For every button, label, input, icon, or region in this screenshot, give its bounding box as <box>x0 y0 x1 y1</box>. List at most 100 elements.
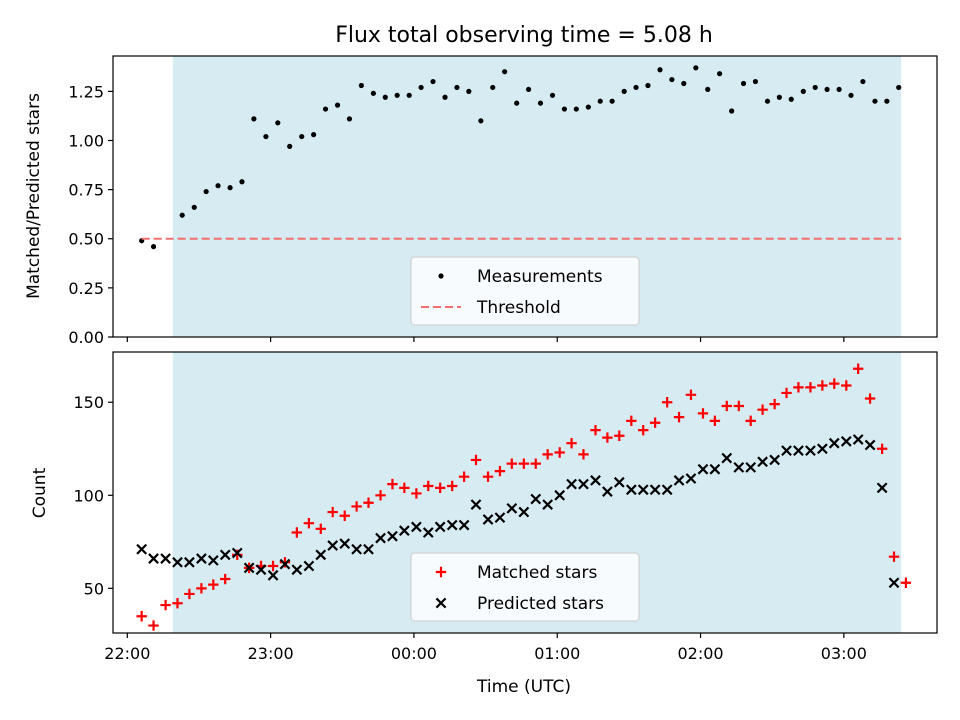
ratio-panel-frame <box>112 55 938 338</box>
matched-stars-point <box>888 551 900 562</box>
matched-stars-point <box>387 478 398 490</box>
measurements-point <box>824 86 830 93</box>
measurements-point <box>848 92 854 98</box>
legend-label-measurements: Measurements <box>477 267 603 287</box>
y-tick-label: 0.75 <box>68 181 104 200</box>
matched-stars-point <box>220 573 231 585</box>
matched-stars-point <box>685 389 697 401</box>
predicted-stars-point <box>160 553 171 564</box>
measurements-point <box>358 82 364 89</box>
predicted-stars-point <box>888 577 900 589</box>
predicted-stars-point <box>709 463 721 475</box>
y-tick-label: 100 <box>73 486 104 505</box>
matched-stars-point <box>638 424 649 436</box>
matched-stars-point <box>900 577 912 588</box>
measurements-point <box>872 98 878 104</box>
measurements-point <box>418 84 424 91</box>
x-tick-label: 00:00 <box>391 644 437 663</box>
measurements-point <box>322 106 329 112</box>
count-panel-x-ticks: 22:00 23:00 00:00 01:00 02:00 03:00 <box>104 633 867 663</box>
predicted-stars-point <box>661 484 673 496</box>
count-panel-y-label: Count <box>30 467 50 518</box>
matched-stars-point <box>375 490 386 501</box>
predicted-stars-point <box>542 499 554 510</box>
measurements-point <box>740 80 747 87</box>
measurements-point <box>203 188 209 195</box>
matched-stars-point <box>148 620 159 631</box>
measurements-point <box>179 212 185 218</box>
predicted-stars-point <box>840 435 852 447</box>
matched-stars-point <box>757 404 768 415</box>
ratio-panel-x-ticks <box>126 337 845 342</box>
predicted-stars-point <box>876 482 888 494</box>
measurements-point <box>299 133 305 140</box>
predicted-stars-point <box>148 553 159 564</box>
measurements-point <box>382 94 388 100</box>
predicted-stars-point <box>315 549 327 561</box>
predicted-stars-point <box>816 443 828 455</box>
measurements-point <box>466 88 472 94</box>
legend-label-matched-stars: Matched stars <box>477 563 597 583</box>
predicted-stars-point <box>196 553 207 564</box>
ratio-panel-legend: Measurements Threshold <box>410 256 640 326</box>
ratio-panel: 0.00 0.25 0.50 0.75 1.00 1.25 Matched/Predict… <box>24 55 938 347</box>
measurements-point <box>788 96 794 102</box>
count-panel-frame <box>112 351 938 634</box>
predicted-stars-point <box>207 555 219 566</box>
predicted-stars-point <box>506 502 518 514</box>
measurements-point <box>215 183 221 189</box>
measurements-point <box>752 78 759 85</box>
measurements-point <box>227 185 233 191</box>
matched-stars-point <box>709 415 721 427</box>
predicted-stars-point <box>781 445 792 457</box>
measurements-point <box>490 84 496 91</box>
measurements-point <box>346 116 353 122</box>
measurements-point <box>311 132 317 138</box>
measurements-point <box>263 133 269 140</box>
predicted-stars-point <box>422 527 434 538</box>
matched-stars-point <box>590 424 601 436</box>
count-panel-y-ticks: 50 100 150 <box>73 393 113 598</box>
matched-stars-point <box>423 480 434 492</box>
predicted-stars-point <box>267 569 279 581</box>
matched-stars-point <box>315 523 326 534</box>
predicted-stars-point <box>482 514 494 525</box>
matched-stars-point <box>566 437 577 449</box>
measurements-point <box>537 100 544 106</box>
matched-stars-point <box>196 583 207 594</box>
predicted-stars-point <box>566 478 577 490</box>
matched-stars-point <box>411 488 422 499</box>
predicted-stars-point <box>578 478 589 490</box>
measurements-point <box>454 84 460 91</box>
legend-swatch-predicted-stars <box>435 597 447 609</box>
measurements-point <box>334 102 341 108</box>
legend-box <box>410 552 640 622</box>
predicted-stars-point <box>518 506 530 518</box>
matched-stars-point <box>578 449 589 460</box>
matched-stars-point <box>172 598 183 609</box>
matched-stars-point <box>661 397 673 408</box>
matched-stars-point <box>626 415 637 427</box>
predicted-stars-point <box>351 543 362 555</box>
measurements-point <box>812 84 818 91</box>
predicted-stars-point <box>649 484 661 496</box>
predicted-stars-point <box>434 521 446 533</box>
x-tick-label: 22:00 <box>104 644 150 663</box>
predicted-stars-point <box>745 461 757 473</box>
matched-stars-point <box>184 588 195 600</box>
y-tick-label: 50 <box>84 579 104 598</box>
predicted-stars-point <box>602 486 613 497</box>
measurements-point <box>442 94 448 100</box>
measurements-point <box>370 90 376 96</box>
predicted-stars-point <box>805 445 816 457</box>
matched-stars-point <box>805 382 816 393</box>
y-tick-label: 0.00 <box>68 328 104 347</box>
matched-stars-point <box>530 458 541 469</box>
matched-stars-point <box>506 458 518 469</box>
predicted-stars-point <box>291 564 303 576</box>
measurements-point <box>776 94 782 100</box>
measurements-point <box>430 78 436 85</box>
matched-stars-point <box>673 411 685 423</box>
measurements-point <box>514 100 520 106</box>
